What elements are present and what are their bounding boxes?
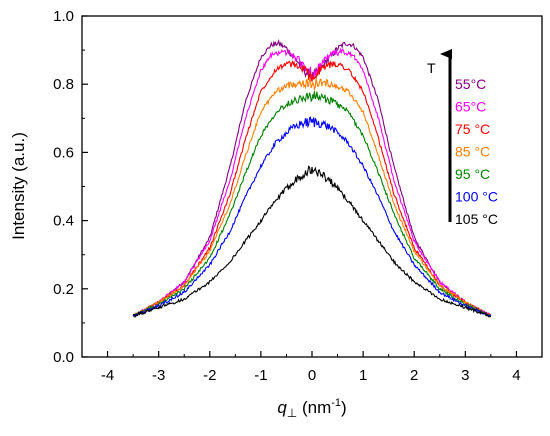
x-tick-label: 4 bbox=[512, 367, 520, 384]
series-line-2 bbox=[132, 47, 492, 318]
x-tick-label: 0 bbox=[308, 367, 316, 384]
temperature-arrow-label: T bbox=[427, 60, 436, 76]
x-axis-label-exponent: -1 bbox=[331, 397, 341, 409]
x-tick-label: -1 bbox=[254, 367, 267, 384]
y-tick-label: 1.0 bbox=[53, 8, 74, 25]
series-line-7 bbox=[132, 165, 492, 318]
legend: 55°C 65°C 75 °C 85 °C 95 °C 100 °C 105 °C bbox=[455, 76, 498, 227]
y-tick-label: 0.8 bbox=[53, 76, 74, 93]
series-line-5 bbox=[132, 91, 492, 318]
y-tick-label: 0.6 bbox=[53, 144, 74, 161]
x-tick-label: -2 bbox=[203, 367, 216, 384]
legend-entry: 85 °C bbox=[455, 144, 490, 160]
legend-entry: 95 °C bbox=[455, 166, 490, 182]
tick-layer: -4 -3 -2 -1 0 1 2 3 4 0.0 0.2 0.4 0.6 0.8 1.0 bbox=[53, 8, 520, 384]
x-tick-label: -3 bbox=[152, 367, 165, 384]
x-axis-label-subscript: ⊥ bbox=[287, 406, 297, 420]
legend-entry: 105 °C bbox=[455, 211, 498, 227]
y-axis-label: Intensity (a.u.) bbox=[9, 132, 28, 240]
x-tick-label: 2 bbox=[410, 367, 418, 384]
x-tick-label: 1 bbox=[359, 367, 367, 384]
y-tick-label: 0.2 bbox=[53, 281, 74, 298]
series-line-4 bbox=[132, 76, 491, 318]
x-axis-label: q⊥ (nm-1) bbox=[277, 397, 346, 420]
series-line-1 bbox=[132, 38, 492, 317]
x-axis-label-close: ) bbox=[341, 398, 347, 417]
legend-entry: 55°C bbox=[455, 76, 486, 92]
x-axis-label-unit: (nm bbox=[297, 398, 331, 417]
legend-entry: 100 °C bbox=[455, 189, 498, 205]
x-tick-label: -4 bbox=[101, 367, 114, 384]
legend-entry: 75 °C bbox=[455, 121, 490, 137]
x-axis-label-symbol: q bbox=[277, 398, 287, 417]
series-layer bbox=[132, 38, 492, 318]
y-tick-label: 0.0 bbox=[53, 349, 74, 366]
y-tick-label: 0.4 bbox=[53, 213, 74, 230]
x-tick-label: 3 bbox=[461, 367, 469, 384]
series-line-6 bbox=[132, 116, 492, 318]
legend-entry: 65°C bbox=[455, 99, 486, 115]
